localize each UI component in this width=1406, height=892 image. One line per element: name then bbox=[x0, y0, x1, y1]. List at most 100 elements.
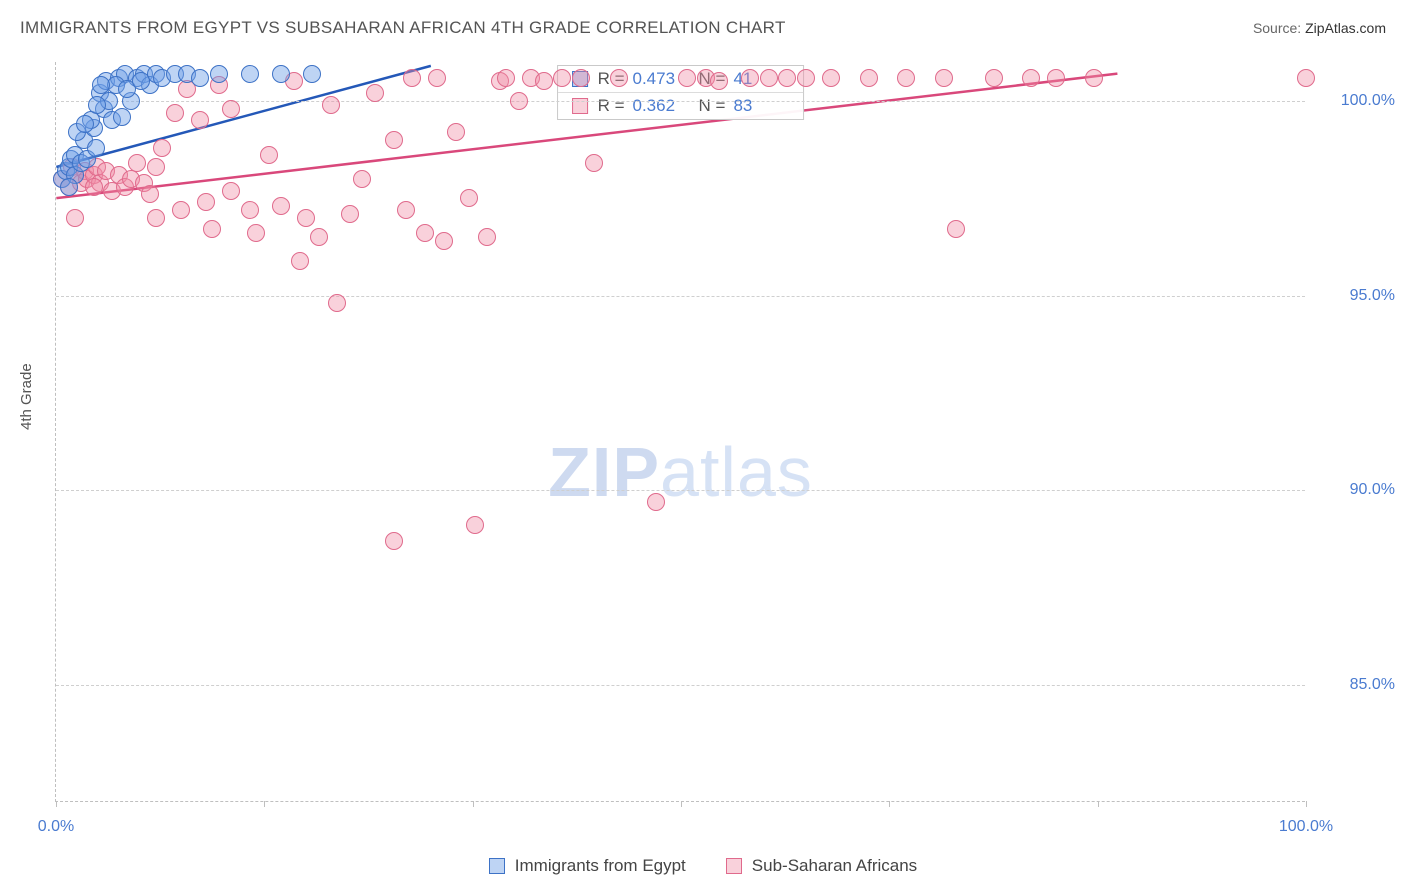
scatter-point-pink bbox=[535, 72, 553, 90]
scatter-point-pink bbox=[860, 69, 878, 87]
scatter-point-pink bbox=[428, 69, 446, 87]
scatter-point-pink bbox=[1022, 69, 1040, 87]
scatter-point-blue bbox=[303, 65, 321, 83]
series-legend: Immigrants from Egypt Sub-Saharan Africa… bbox=[0, 856, 1406, 876]
scatter-point-pink bbox=[822, 69, 840, 87]
watermark-text: ZIPatlas bbox=[548, 432, 813, 512]
gridline-horizontal bbox=[56, 101, 1305, 102]
scatter-point-pink bbox=[741, 69, 759, 87]
scatter-point-blue bbox=[88, 96, 106, 114]
scatter-point-pink bbox=[291, 252, 309, 270]
scatter-point-pink bbox=[260, 146, 278, 164]
scatter-point-pink bbox=[510, 92, 528, 110]
scatter-point-blue bbox=[87, 139, 105, 157]
x-tick bbox=[56, 801, 57, 807]
legend-item-egypt: Immigrants from Egypt bbox=[489, 856, 686, 876]
watermark-zip: ZIP bbox=[548, 433, 660, 511]
scatter-point-pink bbox=[1047, 69, 1065, 87]
scatter-point-pink bbox=[191, 111, 209, 129]
y-tick-label: 95.0% bbox=[1315, 287, 1395, 305]
scatter-point-pink bbox=[403, 69, 421, 87]
scatter-point-pink bbox=[85, 178, 103, 196]
source-label: Source: bbox=[1253, 20, 1301, 36]
scatter-point-blue bbox=[210, 65, 228, 83]
scatter-point-pink bbox=[572, 69, 590, 87]
legend-R-pink: 0.362 bbox=[633, 96, 689, 116]
x-tick-label-first: 0.0% bbox=[38, 818, 74, 836]
scatter-point-pink bbox=[416, 224, 434, 242]
legend-label-subsaharan: Sub-Saharan Africans bbox=[752, 856, 917, 876]
scatter-point-pink bbox=[385, 131, 403, 149]
scatter-point-pink bbox=[141, 185, 159, 203]
chart-title: IMMIGRANTS FROM EGYPT VS SUBSAHARAN AFRI… bbox=[20, 18, 786, 38]
scatter-point-pink bbox=[272, 197, 290, 215]
scatter-point-pink bbox=[385, 532, 403, 550]
scatter-point-blue bbox=[113, 108, 131, 126]
scatter-point-pink bbox=[585, 154, 603, 172]
scatter-point-blue bbox=[272, 65, 290, 83]
scatter-point-pink bbox=[166, 104, 184, 122]
scatter-point-pink bbox=[797, 69, 815, 87]
scatter-point-pink bbox=[197, 193, 215, 211]
scatter-point-pink bbox=[897, 69, 915, 87]
x-tick bbox=[681, 801, 682, 807]
x-tick bbox=[889, 801, 890, 807]
y-tick-label: 85.0% bbox=[1315, 676, 1395, 694]
scatter-point-blue bbox=[191, 69, 209, 87]
scatter-point-pink bbox=[203, 220, 221, 238]
scatter-point-pink bbox=[678, 69, 696, 87]
scatter-point-pink bbox=[322, 96, 340, 114]
scatter-point-pink bbox=[778, 69, 796, 87]
scatter-point-pink bbox=[1085, 69, 1103, 87]
legend-N-pink: 83 bbox=[733, 96, 789, 116]
x-tick bbox=[1098, 801, 1099, 807]
scatter-point-pink bbox=[935, 69, 953, 87]
y-tick-label: 90.0% bbox=[1315, 481, 1395, 499]
gridline-horizontal bbox=[56, 490, 1305, 491]
trend-lines-svg bbox=[56, 62, 1305, 801]
x-tick-label-last: 100.0% bbox=[1279, 818, 1333, 836]
scatter-point-pink bbox=[447, 123, 465, 141]
y-axis-label: 4th Grade bbox=[18, 363, 35, 430]
scatter-point-pink bbox=[985, 69, 1003, 87]
x-tick bbox=[1306, 801, 1307, 807]
scatter-point-pink bbox=[147, 158, 165, 176]
legend-swatch-pink bbox=[726, 858, 742, 874]
plot-area: ZIPatlas R = 0.473 N = 41 R = 0.362 N = … bbox=[55, 62, 1305, 802]
scatter-point-pink bbox=[341, 205, 359, 223]
source-value: ZipAtlas.com bbox=[1305, 20, 1386, 36]
scatter-point-pink bbox=[460, 189, 478, 207]
scatter-point-pink bbox=[947, 220, 965, 238]
scatter-point-pink bbox=[222, 182, 240, 200]
legend-swatch-blue bbox=[489, 858, 505, 874]
scatter-point-blue bbox=[60, 178, 78, 196]
legend-label-egypt: Immigrants from Egypt bbox=[515, 856, 686, 876]
scatter-point-pink bbox=[328, 294, 346, 312]
scatter-point-blue bbox=[132, 72, 150, 90]
scatter-point-pink bbox=[466, 516, 484, 534]
chart-header: IMMIGRANTS FROM EGYPT VS SUBSAHARAN AFRI… bbox=[20, 18, 1386, 38]
scatter-point-pink bbox=[760, 69, 778, 87]
scatter-point-pink bbox=[222, 100, 240, 118]
scatter-point-pink bbox=[478, 228, 496, 246]
legend-R-label: R = bbox=[598, 96, 625, 116]
scatter-point-pink bbox=[497, 69, 515, 87]
scatter-point-pink bbox=[710, 72, 728, 90]
scatter-point-pink bbox=[66, 209, 84, 227]
scatter-point-pink bbox=[172, 201, 190, 219]
scatter-point-pink bbox=[366, 84, 384, 102]
scatter-point-pink bbox=[647, 493, 665, 511]
scatter-point-pink bbox=[241, 201, 259, 219]
scatter-point-pink bbox=[610, 69, 628, 87]
x-tick bbox=[473, 801, 474, 807]
legend-row-pink: R = 0.362 N = 83 bbox=[558, 93, 804, 119]
scatter-point-blue bbox=[92, 76, 110, 94]
gridline-horizontal bbox=[56, 296, 1305, 297]
watermark-atlas: atlas bbox=[660, 433, 813, 511]
scatter-point-pink bbox=[553, 69, 571, 87]
y-tick-label: 100.0% bbox=[1315, 92, 1395, 110]
scatter-point-pink bbox=[147, 209, 165, 227]
gridline-horizontal bbox=[56, 685, 1305, 686]
scatter-point-pink bbox=[297, 209, 315, 227]
legend-item-subsaharan: Sub-Saharan Africans bbox=[726, 856, 917, 876]
